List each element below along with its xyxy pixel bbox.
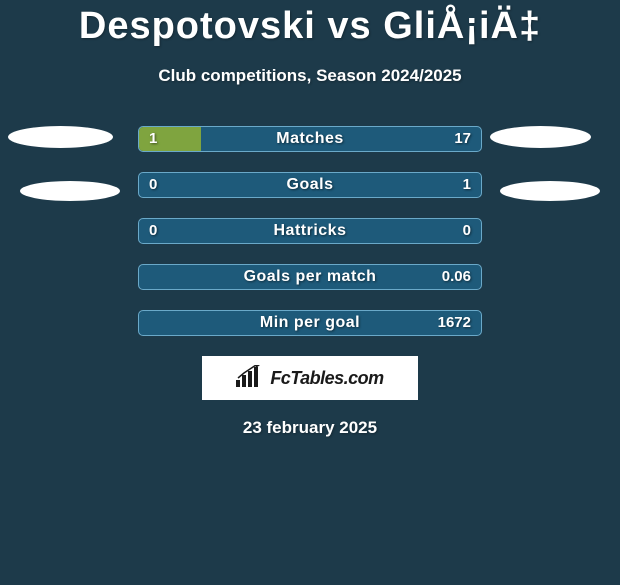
logo-text: FcTables.com: [270, 368, 383, 389]
date-label: 23 february 2025: [0, 418, 620, 438]
stat-label: Hattricks: [139, 222, 481, 240]
stat-row-matches: 1 Matches 17: [138, 126, 482, 152]
player-left-ellipse-2: [20, 181, 120, 201]
stat-value-right: 17: [454, 130, 471, 147]
stat-value-right: 0: [463, 222, 471, 239]
stat-value-right: 1672: [438, 314, 471, 331]
stats-area: 1 Matches 17 0 Goals 1 0 Hattricks 0 Goa…: [0, 126, 620, 438]
stat-value-right: 0.06: [442, 268, 471, 285]
stat-label: Goals per match: [139, 268, 481, 286]
player-left-ellipse-1: [8, 126, 113, 148]
stat-row-goals: 0 Goals 1: [138, 172, 482, 198]
stat-row-min-per-goal: Min per goal 1672: [138, 310, 482, 336]
stat-label: Matches: [139, 130, 481, 148]
player-right-ellipse-2: [500, 181, 600, 201]
page-title: Despotovski vs GliÅ¡iÄ‡: [0, 5, 620, 48]
player-right-ellipse-1: [490, 126, 591, 148]
stat-row-hattricks: 0 Hattricks 0: [138, 218, 482, 244]
chart-icon: [236, 365, 264, 392]
page-subtitle: Club competitions, Season 2024/2025: [0, 66, 620, 86]
stat-label: Goals: [139, 176, 481, 194]
infographic-container: Despotovski vs GliÅ¡iÄ‡ Club competition…: [0, 5, 620, 438]
stat-row-goals-per-match: Goals per match 0.06: [138, 264, 482, 290]
logo-box: FcTables.com: [202, 356, 418, 400]
stat-label: Min per goal: [139, 314, 481, 332]
stat-value-right: 1: [463, 176, 471, 193]
